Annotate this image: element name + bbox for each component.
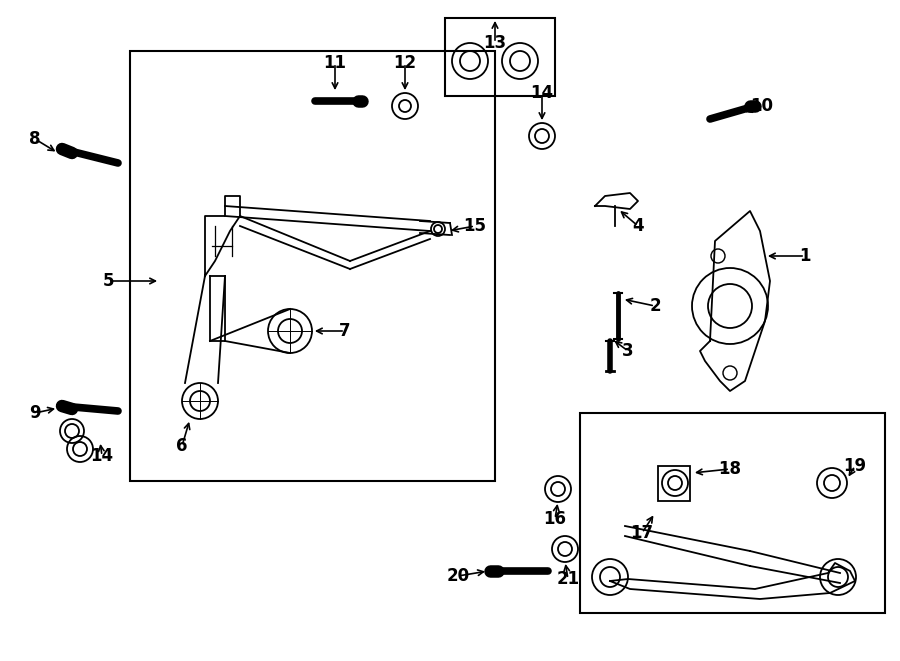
Text: 20: 20: [446, 567, 470, 585]
Text: 3: 3: [622, 342, 634, 360]
Text: 8: 8: [29, 130, 40, 148]
Text: 14: 14: [530, 84, 554, 102]
Text: 5: 5: [103, 272, 113, 290]
Text: 19: 19: [843, 457, 867, 475]
Text: 6: 6: [176, 437, 188, 455]
Bar: [130, 51, 495, 481]
Text: 14: 14: [90, 447, 113, 465]
Text: 2: 2: [649, 297, 661, 315]
Text: 13: 13: [483, 34, 507, 52]
Text: 9: 9: [29, 404, 40, 422]
Text: 18: 18: [718, 460, 742, 478]
Text: 11: 11: [323, 54, 346, 72]
Text: 4: 4: [632, 217, 644, 235]
Bar: [445, 18, 555, 96]
Text: 12: 12: [393, 54, 417, 72]
Text: 1: 1: [799, 247, 811, 265]
Text: 21: 21: [556, 570, 580, 588]
Text: 17: 17: [630, 524, 653, 542]
Text: 15: 15: [464, 217, 487, 235]
Bar: [580, 413, 885, 613]
Text: 10: 10: [751, 97, 773, 115]
Text: 7: 7: [339, 322, 351, 340]
Text: 16: 16: [544, 510, 566, 528]
Bar: [658, 466, 690, 501]
